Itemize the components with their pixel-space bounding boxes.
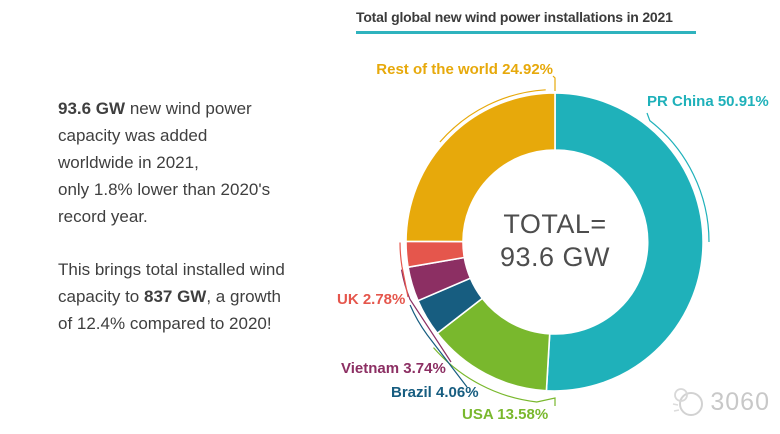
segment-label-vietnam: Vietnam 3.74% <box>341 360 446 377</box>
callout-tick-rest-of-the-world <box>552 75 556 91</box>
text-line: capacity was added <box>58 126 208 145</box>
text-line: record year. <box>58 207 148 226</box>
globe-icon <box>673 388 704 416</box>
donut-segment-brazil <box>416 277 484 335</box>
total-label: TOTAL= <box>503 209 607 239</box>
watermark-text: 3060 <box>710 387 770 416</box>
text-line: worldwide in 2021, <box>58 153 199 172</box>
summary-paragraph-1: 93.6 GW new wind power capacity was adde… <box>58 95 270 230</box>
callout-line-rest-of-the-world <box>439 89 546 143</box>
callout-line-uk <box>399 242 409 298</box>
text-line: This brings total installed wind <box>58 260 285 279</box>
segment-label-rest-of-the-world: Rest of the world 24.92% <box>376 61 553 78</box>
donut-segment-usa <box>436 297 551 392</box>
text-line: only 1.8% lower than 2020's <box>58 180 271 199</box>
segment-label-pr-china: PR China 50.91% <box>647 93 769 110</box>
segment-label-usa: USA 13.58% <box>462 406 549 423</box>
watermark: 3060 <box>670 384 770 420</box>
chart-center-total: TOTAL= 93.6 GW <box>455 208 655 274</box>
title-underline <box>356 31 696 34</box>
text-line: 93.6 GW new wind power <box>58 99 252 118</box>
text-line: capacity to 837 GW, a growth <box>58 287 282 306</box>
segment-label-uk: UK 2.78% <box>337 291 406 308</box>
page-title: Total global new wind power installation… <box>356 9 673 25</box>
summary-paragraph-2: This brings total installed wind capacit… <box>58 256 285 337</box>
callout-line-pr-china <box>646 112 710 243</box>
total-value: 93.6 GW <box>499 242 611 272</box>
segment-label-brazil: Brazil 4.06% <box>391 384 479 401</box>
text-line: of 12.4% compared to 2020! <box>58 314 272 333</box>
callout-line-vietnam <box>400 269 452 363</box>
